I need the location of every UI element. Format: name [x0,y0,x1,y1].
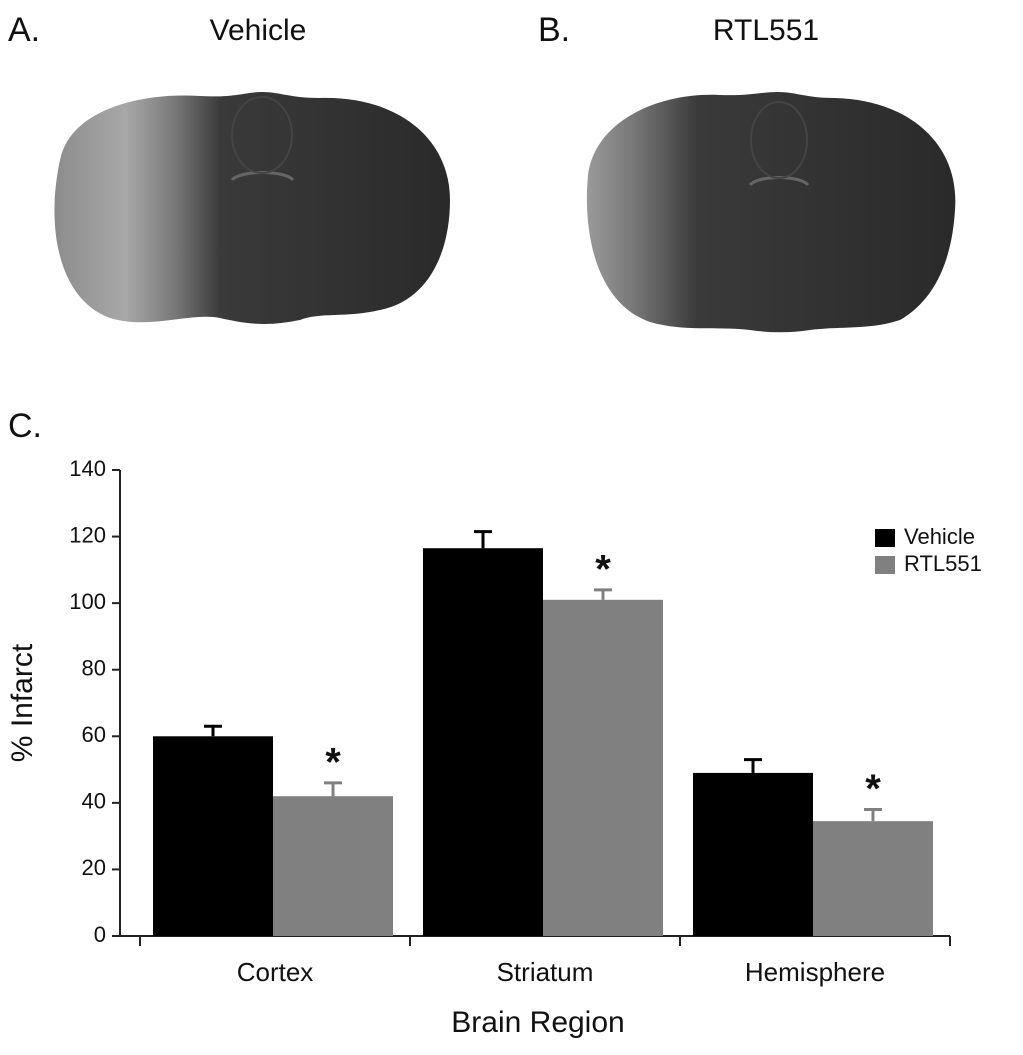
y-tick-label: 140 [69,456,106,481]
y-tick-label: 40 [82,789,106,814]
bar [543,599,663,936]
legend-swatch [875,529,895,547]
error-bar [594,588,612,600]
bar [273,796,393,936]
legend-label: RTL551 [904,551,982,576]
panel-label: B. [538,11,570,49]
legend-swatch [875,556,895,574]
y-tick-label: 100 [69,589,106,614]
x-axis-label: Brain Region [451,1006,624,1039]
legend-label: Vehicle [904,524,975,549]
panel-label: C. [8,407,42,445]
x-tick-label: Striatum [497,957,594,987]
significance-marker: * [865,767,881,811]
error-bar [474,530,492,549]
panel-title: RTL551 [713,14,819,47]
y-axis-label: % Infarct [6,643,39,762]
bar [813,821,933,936]
bar [153,736,273,936]
y-tick-label: 0 [94,922,106,947]
error-bar [204,724,222,737]
significance-marker: * [595,547,611,591]
panel-title: Vehicle [210,14,307,47]
x-tick-label: Hemisphere [745,957,885,987]
y-tick-label: 120 [69,522,106,547]
error-bar [744,758,762,773]
y-tick-label: 20 [82,855,106,880]
error-bar [864,808,882,822]
y-tick-label: 60 [82,722,106,747]
error-bar [324,781,342,797]
x-tick-label: Cortex [237,957,314,987]
y-tick-label: 80 [82,656,106,681]
significance-marker: * [325,740,341,784]
bar [693,772,813,936]
brain-image [54,92,451,324]
bar [423,548,543,936]
brain-image [586,92,956,333]
panel-label: A. [8,11,40,49]
